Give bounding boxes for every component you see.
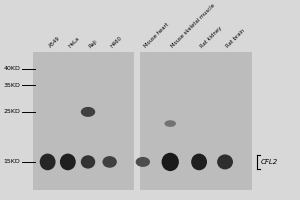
Text: Raji: Raji — [88, 38, 98, 49]
Ellipse shape — [81, 155, 95, 169]
Text: 25KD: 25KD — [3, 109, 20, 114]
Text: 15KD: 15KD — [4, 159, 20, 164]
Ellipse shape — [191, 154, 207, 170]
Text: Rat brain: Rat brain — [225, 28, 246, 49]
Text: CFL2: CFL2 — [261, 159, 278, 165]
Ellipse shape — [162, 153, 179, 171]
Ellipse shape — [102, 156, 117, 168]
Text: Rat kidney: Rat kidney — [199, 25, 223, 49]
Ellipse shape — [81, 107, 95, 117]
Bar — [33, 52, 134, 190]
Ellipse shape — [136, 157, 150, 167]
Ellipse shape — [60, 154, 76, 170]
Text: A549: A549 — [48, 35, 61, 49]
Text: Mouse heart: Mouse heart — [143, 22, 169, 49]
Ellipse shape — [164, 120, 176, 127]
Text: 40KD: 40KD — [3, 66, 20, 71]
Ellipse shape — [217, 154, 233, 169]
Bar — [140, 52, 253, 190]
Text: H460: H460 — [110, 35, 123, 49]
Ellipse shape — [40, 154, 56, 170]
Text: 35KD: 35KD — [3, 83, 20, 88]
Text: HeLa: HeLa — [68, 36, 81, 49]
Text: Mouse skeletal muscle: Mouse skeletal muscle — [170, 3, 216, 49]
